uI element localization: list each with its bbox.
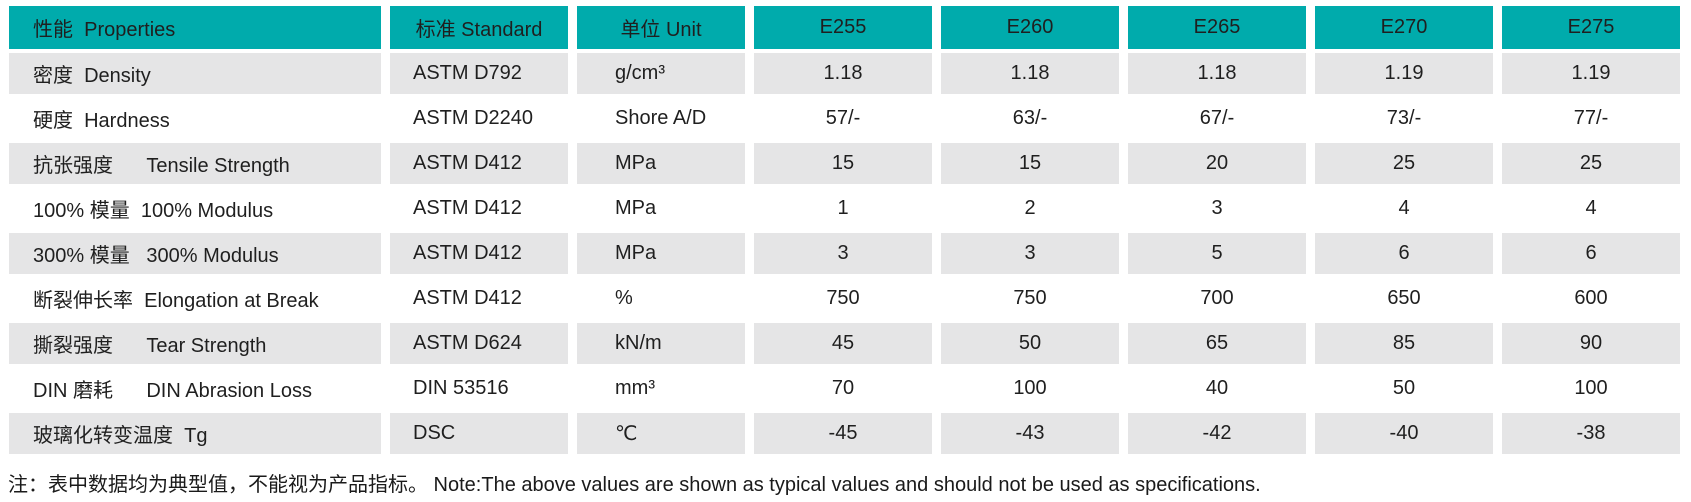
standard-cell: ASTM D412 — [390, 188, 568, 229]
standard-cell: DIN 53516 — [390, 368, 568, 409]
value-cell-e255: 1.18 — [754, 53, 932, 94]
value-cell-e260: 3 — [941, 233, 1119, 274]
value-cell-e265: 3 — [1128, 188, 1306, 229]
value-cell-e265: 65 — [1128, 323, 1306, 364]
property-cell: 撕裂强度 Tear Strength — [9, 323, 381, 364]
table-row: 100% 模量 100% Modulus ASTM D412 MPa 1 2 3… — [9, 188, 1680, 229]
property-cell: 断裂伸长率 Elongation at Break — [9, 278, 381, 319]
header-grade-e275: E275 — [1502, 6, 1680, 49]
header-standard: 标准 Standard — [390, 6, 568, 49]
unit-cell: g/cm³ — [577, 53, 745, 94]
value-cell-e265: 67/- — [1128, 98, 1306, 139]
value-cell-e275: 1.19 — [1502, 53, 1680, 94]
property-cell: 硬度 Hardness — [9, 98, 381, 139]
unit-cell: mm³ — [577, 368, 745, 409]
header-grade-e270: E270 — [1315, 6, 1493, 49]
header-properties: 性能 Properties — [9, 6, 381, 49]
value-cell-e265: 20 — [1128, 143, 1306, 184]
value-cell-e260: -43 — [941, 413, 1119, 454]
value-cell-e270: 4 — [1315, 188, 1493, 229]
unit-cell: ℃ — [577, 413, 745, 454]
footnote: 注：表中数据均为典型值，不能视为产品指标。 Note:The above val… — [8, 474, 1261, 496]
unit-cell: MPa — [577, 188, 745, 229]
value-cell-e255: 1 — [754, 188, 932, 229]
unit-cell: % — [577, 278, 745, 319]
value-cell-e270: 73/- — [1315, 98, 1493, 139]
value-cell-e260: 750 — [941, 278, 1119, 319]
value-cell-e275: 6 — [1502, 233, 1680, 274]
unit-cell: MPa — [577, 143, 745, 184]
value-cell-e275: 77/- — [1502, 98, 1680, 139]
value-cell-e275: -38 — [1502, 413, 1680, 454]
property-cell: 密度 Density — [9, 53, 381, 94]
header-unit: 单位 Unit — [577, 6, 745, 49]
header-grade-e255: E255 — [754, 6, 932, 49]
value-cell-e255: 750 — [754, 278, 932, 319]
value-cell-e270: 650 — [1315, 278, 1493, 319]
header-grade-e265: E265 — [1128, 6, 1306, 49]
property-cell: 抗张强度 Tensile Strength — [9, 143, 381, 184]
value-cell-e255: 45 — [754, 323, 932, 364]
value-cell-e275: 600 — [1502, 278, 1680, 319]
standard-cell: ASTM D412 — [390, 278, 568, 319]
standard-cell: ASTM D2240 — [390, 98, 568, 139]
value-cell-e265: 5 — [1128, 233, 1306, 274]
table-row: 断裂伸长率 Elongation at Break ASTM D412 % 75… — [9, 278, 1680, 319]
properties-table: 性能 Properties 标准 Standard 单位 Unit E255 E… — [0, 2, 1689, 458]
value-cell-e270: 50 — [1315, 368, 1493, 409]
value-cell-e275: 25 — [1502, 143, 1680, 184]
value-cell-e275: 4 — [1502, 188, 1680, 229]
table-row: 硬度 Hardness ASTM D2240 Shore A/D 57/- 63… — [9, 98, 1680, 139]
value-cell-e260: 2 — [941, 188, 1119, 229]
table-row: 抗张强度 Tensile Strength ASTM D412 MPa 15 1… — [9, 143, 1680, 184]
table-row: DIN 磨耗 DIN Abrasion Loss DIN 53516 mm³ 7… — [9, 368, 1680, 409]
value-cell-e270: 1.19 — [1315, 53, 1493, 94]
table-row: 玻璃化转变温度 Tg DSC ℃ -45 -43 -42 -40 -38 — [9, 413, 1680, 454]
standard-cell: ASTM D412 — [390, 143, 568, 184]
value-cell-e265: -42 — [1128, 413, 1306, 454]
value-cell-e265: 1.18 — [1128, 53, 1306, 94]
unit-cell: MPa — [577, 233, 745, 274]
table-row: 密度 Density ASTM D792 g/cm³ 1.18 1.18 1.1… — [9, 53, 1680, 94]
table-row: 300% 模量 300% Modulus ASTM D412 MPa 3 3 5… — [9, 233, 1680, 274]
standard-cell: DSC — [390, 413, 568, 454]
table-header-row: 性能 Properties 标准 Standard 单位 Unit E255 E… — [9, 6, 1680, 49]
standard-cell: ASTM D624 — [390, 323, 568, 364]
unit-cell: kN/m — [577, 323, 745, 364]
header-grade-e260: E260 — [941, 6, 1119, 49]
standard-cell: ASTM D792 — [390, 53, 568, 94]
value-cell-e275: 90 — [1502, 323, 1680, 364]
value-cell-e270: 85 — [1315, 323, 1493, 364]
value-cell-e275: 100 — [1502, 368, 1680, 409]
value-cell-e265: 40 — [1128, 368, 1306, 409]
value-cell-e270: 6 — [1315, 233, 1493, 274]
property-cell: 300% 模量 300% Modulus — [9, 233, 381, 274]
value-cell-e255: 57/- — [754, 98, 932, 139]
standard-cell: ASTM D412 — [390, 233, 568, 274]
table-row: 撕裂强度 Tear Strength ASTM D624 kN/m 45 50 … — [9, 323, 1680, 364]
value-cell-e255: 70 — [754, 368, 932, 409]
value-cell-e265: 700 — [1128, 278, 1306, 319]
value-cell-e255: -45 — [754, 413, 932, 454]
property-cell: 玻璃化转变温度 Tg — [9, 413, 381, 454]
value-cell-e260: 100 — [941, 368, 1119, 409]
unit-cell: Shore A/D — [577, 98, 745, 139]
value-cell-e260: 1.18 — [941, 53, 1119, 94]
property-cell: 100% 模量 100% Modulus — [9, 188, 381, 229]
value-cell-e260: 50 — [941, 323, 1119, 364]
value-cell-e270: 25 — [1315, 143, 1493, 184]
value-cell-e255: 15 — [754, 143, 932, 184]
property-cell: DIN 磨耗 DIN Abrasion Loss — [9, 368, 381, 409]
value-cell-e260: 15 — [941, 143, 1119, 184]
value-cell-e260: 63/- — [941, 98, 1119, 139]
value-cell-e270: -40 — [1315, 413, 1493, 454]
value-cell-e255: 3 — [754, 233, 932, 274]
